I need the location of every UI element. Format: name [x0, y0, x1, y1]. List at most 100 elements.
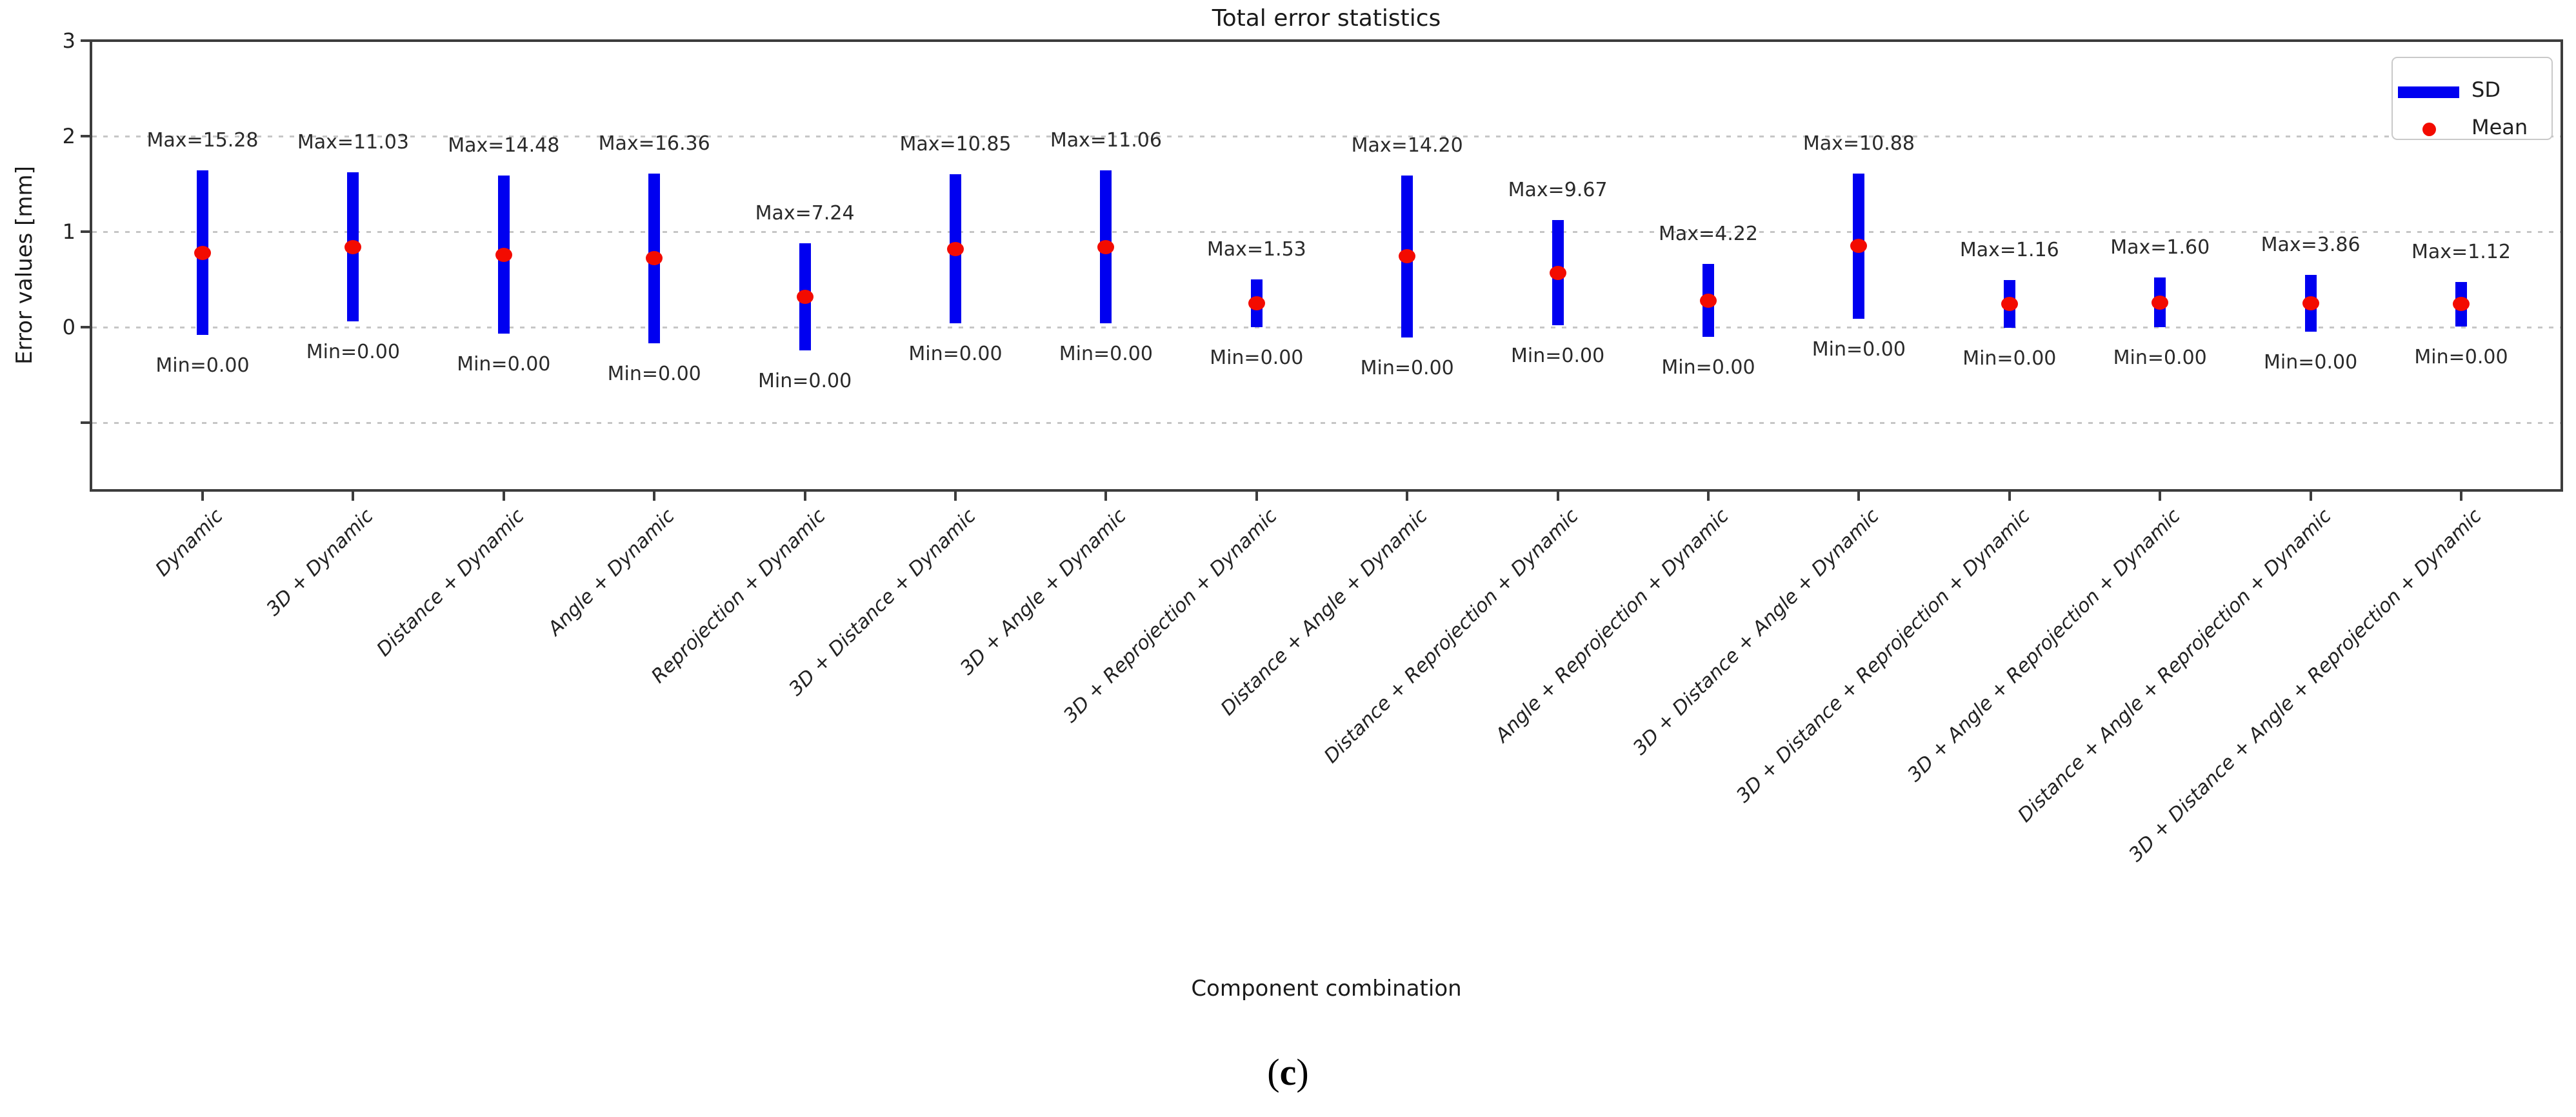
min-annotation: Min=0.00: [908, 343, 1003, 366]
x-tick-mark: [803, 492, 806, 501]
mean-dot: [1399, 249, 1416, 264]
x-category-label: Angle + Reprojection + Dynamic: [1491, 505, 1733, 747]
x-tick-mark: [352, 492, 355, 501]
y-tick-label: 0: [62, 315, 75, 339]
max-annotation: Max=15.28: [146, 129, 259, 152]
min-annotation: Min=0.00: [1511, 345, 1605, 368]
mean-dot: [2453, 297, 2470, 312]
x-tick-mark: [1857, 492, 1861, 501]
max-annotation: Max=11.06: [1050, 129, 1162, 152]
legend: SD Mean: [2391, 57, 2553, 140]
mean-dot: [1549, 265, 1566, 280]
x-tick-mark: [2008, 492, 2011, 501]
y-tick-label: 2: [62, 124, 75, 148]
y-tick-mark: [81, 230, 90, 233]
mean-dot: [1097, 239, 1115, 254]
min-annotation: Min=0.00: [2414, 345, 2508, 368]
mean-dot: [2152, 295, 2169, 310]
mean-dot: [495, 247, 512, 262]
min-annotation: Min=0.00: [155, 354, 250, 377]
max-annotation: Max=1.12: [2411, 241, 2511, 264]
min-annotation: Min=0.00: [2113, 347, 2207, 369]
y-tick-mark: [81, 135, 90, 137]
x-tick-mark: [1406, 492, 1409, 501]
x-category-label: Distance + Dynamic: [372, 505, 529, 661]
gridline: [92, 231, 2561, 233]
x-category-label: Reprojection + Dynamic: [646, 505, 830, 688]
x-tick-mark: [2159, 492, 2162, 501]
min-annotation: Min=0.00: [306, 341, 400, 364]
min-annotation: Min=0.00: [1210, 347, 1304, 369]
gridline: [92, 136, 2561, 137]
x-category-label: 3D + Reprojection + Dynamic: [1059, 505, 1282, 727]
x-category-label: 3D + Distance + Angle + Dynamic: [1629, 505, 1884, 760]
y-tick-label: 1: [62, 219, 75, 244]
x-category-label: 3D + Dynamic: [262, 505, 379, 621]
x-tick-mark: [954, 492, 957, 501]
x-category-label: 3D + Distance + Reprojection + Dynamic: [1732, 505, 2035, 807]
x-category-label: Distance + Angle + Reprojection + Dynami…: [2013, 505, 2336, 827]
figure-caption: (c): [1267, 1051, 1309, 1093]
min-annotation: Min=0.00: [1812, 337, 1906, 361]
max-annotation: Max=1.16: [1959, 239, 2059, 262]
mean-dot: [344, 239, 362, 254]
x-axis-label: Component combination: [1191, 976, 1462, 1001]
x-category-label: 3D + Distance + Dynamic: [784, 505, 981, 701]
chart-title: Total error statistics: [1212, 5, 1441, 32]
sd-line-swatch-icon: [2398, 86, 2459, 98]
max-annotation: Max=9.67: [1508, 179, 1608, 202]
x-category-label: 3D + Angle + Reprojection + Dynamic: [1903, 505, 2185, 787]
max-annotation: Max=10.88: [1802, 132, 1915, 155]
mean-dot: [947, 241, 964, 256]
legend-label-mean: Mean: [2471, 115, 2528, 139]
mean-dot: [194, 245, 211, 260]
min-annotation: Min=0.00: [1059, 343, 1153, 366]
max-annotation: Max=7.24: [755, 201, 855, 225]
y-tick-mark: [81, 326, 90, 328]
min-annotation: Min=0.00: [1962, 347, 2057, 370]
y-tick-mark: [81, 421, 90, 424]
gridline: [92, 422, 2561, 424]
min-annotation: Min=0.00: [457, 353, 551, 376]
x-category-label: 3D + Angle + Dynamic: [956, 505, 1132, 680]
max-annotation: Max=4.22: [1659, 223, 1758, 246]
mean-dot-swatch-icon: [2422, 123, 2436, 136]
y-axis-label: Error values [mm]: [12, 166, 37, 365]
x-tick-mark: [1104, 492, 1108, 501]
x-category-label: Distance + Reprojection + Dynamic: [1319, 505, 1583, 768]
x-category-label: 3D + Distance + Angle + Reprojection + D…: [2124, 505, 2486, 867]
x-tick-mark: [2309, 492, 2312, 501]
x-category-label: Distance + Angle + Dynamic: [1216, 505, 1432, 720]
y-tick-mark: [81, 39, 90, 42]
legend-label-sd: SD: [2471, 77, 2501, 102]
max-annotation: Max=1.60: [2110, 236, 2210, 259]
x-tick-mark: [2460, 492, 2462, 501]
y-tick-label: 3: [62, 28, 75, 53]
max-annotation: Max=14.20: [1351, 134, 1463, 157]
mean-dot: [1850, 239, 1868, 254]
min-annotation: Min=0.00: [607, 363, 701, 386]
max-annotation: Max=14.48: [448, 134, 560, 157]
x-tick-mark: [201, 492, 204, 501]
mean-dot: [2302, 296, 2319, 310]
mean-dot: [646, 251, 663, 266]
max-annotation: Max=16.36: [598, 132, 710, 155]
x-tick-mark: [1255, 492, 1258, 501]
min-annotation: Min=0.00: [758, 369, 852, 392]
x-category-label: Angle + Dynamic: [544, 505, 679, 640]
max-annotation: Max=3.86: [2261, 233, 2361, 256]
max-annotation: Max=10.85: [899, 133, 1012, 156]
mean-dot: [2001, 297, 2018, 312]
x-tick-mark: [1556, 492, 1559, 501]
max-annotation: Max=1.53: [1206, 238, 1306, 261]
mean-dot: [796, 289, 814, 304]
max-annotation: Max=11.03: [297, 131, 409, 154]
min-annotation: Min=0.00: [2264, 351, 2358, 374]
mean-dot: [1248, 296, 1265, 310]
x-tick-mark: [653, 492, 656, 501]
gridline: [92, 327, 2561, 328]
x-tick-mark: [502, 492, 505, 501]
x-tick-mark: [1707, 492, 1710, 501]
min-annotation: Min=0.00: [1661, 356, 1755, 379]
